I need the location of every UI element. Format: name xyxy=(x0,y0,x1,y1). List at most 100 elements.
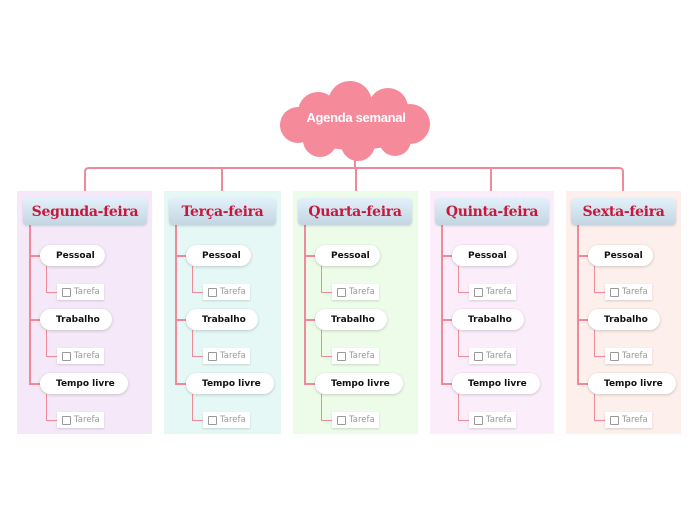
task-label: Tarefa xyxy=(74,351,100,361)
checkbox-icon[interactable] xyxy=(337,415,346,425)
subtopic-tempo-livre[interactable]: Tempo livre xyxy=(315,373,403,394)
checkbox-icon[interactable] xyxy=(62,287,71,297)
subtopic-pessoal[interactable]: Pessoal xyxy=(40,245,105,266)
task-label: Tarefa xyxy=(220,351,246,361)
task-line xyxy=(321,356,332,357)
task-item[interactable]: Tarefa xyxy=(332,348,379,364)
task-item[interactable]: Tarefa xyxy=(57,412,104,428)
checkbox-icon[interactable] xyxy=(474,287,483,297)
subtopic-pessoal[interactable]: Pessoal xyxy=(452,245,517,266)
branch-line xyxy=(29,383,40,385)
subtopic-trabalho[interactable]: Trabalho xyxy=(588,309,660,330)
checkbox-icon[interactable] xyxy=(337,287,346,297)
task-line xyxy=(192,394,193,420)
task-line xyxy=(458,420,469,421)
task-line xyxy=(192,420,203,421)
task-line xyxy=(192,292,203,293)
task-item[interactable]: Tarefa xyxy=(469,284,516,300)
task-line xyxy=(321,292,332,293)
branch-line xyxy=(29,319,40,321)
checkbox-icon[interactable] xyxy=(208,287,217,297)
task-label: Tarefa xyxy=(622,351,648,361)
task-line xyxy=(458,266,459,292)
checkbox-icon[interactable] xyxy=(474,415,483,425)
subtopic-tempo-livre[interactable]: Tempo livre xyxy=(40,373,128,394)
checkbox-icon[interactable] xyxy=(337,351,346,361)
root-topic-label: Agenda semanal xyxy=(306,110,406,125)
subtopic-tempo-livre[interactable]: Tempo livre xyxy=(588,373,676,394)
task-line xyxy=(594,420,605,421)
checkbox-icon[interactable] xyxy=(610,287,619,297)
task-item[interactable]: Tarefa xyxy=(57,284,104,300)
task-item[interactable]: Tarefa xyxy=(469,412,516,428)
day-header[interactable]: Sexta-feira xyxy=(571,198,676,225)
subtopic-pessoal[interactable]: Pessoal xyxy=(315,245,380,266)
subtopic-trabalho[interactable]: Trabalho xyxy=(452,309,524,330)
task-line xyxy=(594,356,605,357)
checkbox-icon[interactable] xyxy=(208,415,217,425)
branch-line xyxy=(175,319,186,321)
task-line xyxy=(46,266,47,292)
task-line xyxy=(46,356,57,357)
branch-line xyxy=(577,225,579,383)
task-item[interactable]: Tarefa xyxy=(605,284,652,300)
subtopic-trabalho[interactable]: Trabalho xyxy=(315,309,387,330)
task-item[interactable]: Tarefa xyxy=(203,412,250,428)
task-line xyxy=(458,292,469,293)
task-item[interactable]: Tarefa xyxy=(605,348,652,364)
branch-line xyxy=(441,255,452,257)
task-item[interactable]: Tarefa xyxy=(469,348,516,364)
task-line xyxy=(192,266,193,292)
subtopic-tempo-livre[interactable]: Tempo livre xyxy=(186,373,274,394)
task-line xyxy=(594,330,595,356)
task-line xyxy=(458,356,469,357)
branch-line xyxy=(577,255,588,257)
task-item[interactable]: Tarefa xyxy=(57,348,104,364)
subtopic-trabalho[interactable]: Trabalho xyxy=(186,309,258,330)
subtopic-pessoal[interactable]: Pessoal xyxy=(588,245,653,266)
branch-line xyxy=(441,319,452,321)
task-line xyxy=(192,356,203,357)
day-header[interactable]: Segunda-feira xyxy=(23,198,147,225)
task-label: Tarefa xyxy=(349,287,375,297)
checkbox-icon[interactable] xyxy=(62,415,71,425)
checkbox-icon[interactable] xyxy=(474,351,483,361)
checkbox-icon[interactable] xyxy=(610,415,619,425)
task-line xyxy=(594,266,595,292)
task-label: Tarefa xyxy=(220,415,246,425)
task-label: Tarefa xyxy=(622,415,648,425)
task-line xyxy=(321,420,332,421)
task-item[interactable]: Tarefa xyxy=(332,412,379,428)
subtopic-trabalho[interactable]: Trabalho xyxy=(40,309,112,330)
task-item[interactable]: Tarefa xyxy=(605,412,652,428)
checkbox-icon[interactable] xyxy=(610,351,619,361)
checkbox-icon[interactable] xyxy=(62,351,71,361)
task-item[interactable]: Tarefa xyxy=(203,284,250,300)
task-line xyxy=(46,420,57,421)
day-header[interactable]: Terça-feira xyxy=(169,198,276,225)
task-label: Tarefa xyxy=(74,287,100,297)
task-label: Tarefa xyxy=(74,415,100,425)
task-label: Tarefa xyxy=(486,287,512,297)
subtopic-pessoal[interactable]: Pessoal xyxy=(186,245,251,266)
task-line xyxy=(321,330,322,356)
branch-line xyxy=(304,255,315,257)
task-line xyxy=(594,292,605,293)
day-header[interactable]: Quinta-feira xyxy=(435,198,549,225)
branch-line xyxy=(577,319,588,321)
task-item[interactable]: Tarefa xyxy=(203,348,250,364)
subtopic-tempo-livre[interactable]: Tempo livre xyxy=(452,373,540,394)
branch-line xyxy=(441,383,452,385)
root-cloud[interactable] xyxy=(280,81,430,161)
task-label: Tarefa xyxy=(622,287,648,297)
checkbox-icon[interactable] xyxy=(208,351,217,361)
task-label: Tarefa xyxy=(486,351,512,361)
branch-line xyxy=(304,383,315,385)
branch-line xyxy=(29,255,40,257)
day-header[interactable]: Quarta-feira xyxy=(298,198,412,225)
task-line xyxy=(192,330,193,356)
task-label: Tarefa xyxy=(349,415,375,425)
branch-line xyxy=(29,225,31,383)
task-item[interactable]: Tarefa xyxy=(332,284,379,300)
task-label: Tarefa xyxy=(486,415,512,425)
